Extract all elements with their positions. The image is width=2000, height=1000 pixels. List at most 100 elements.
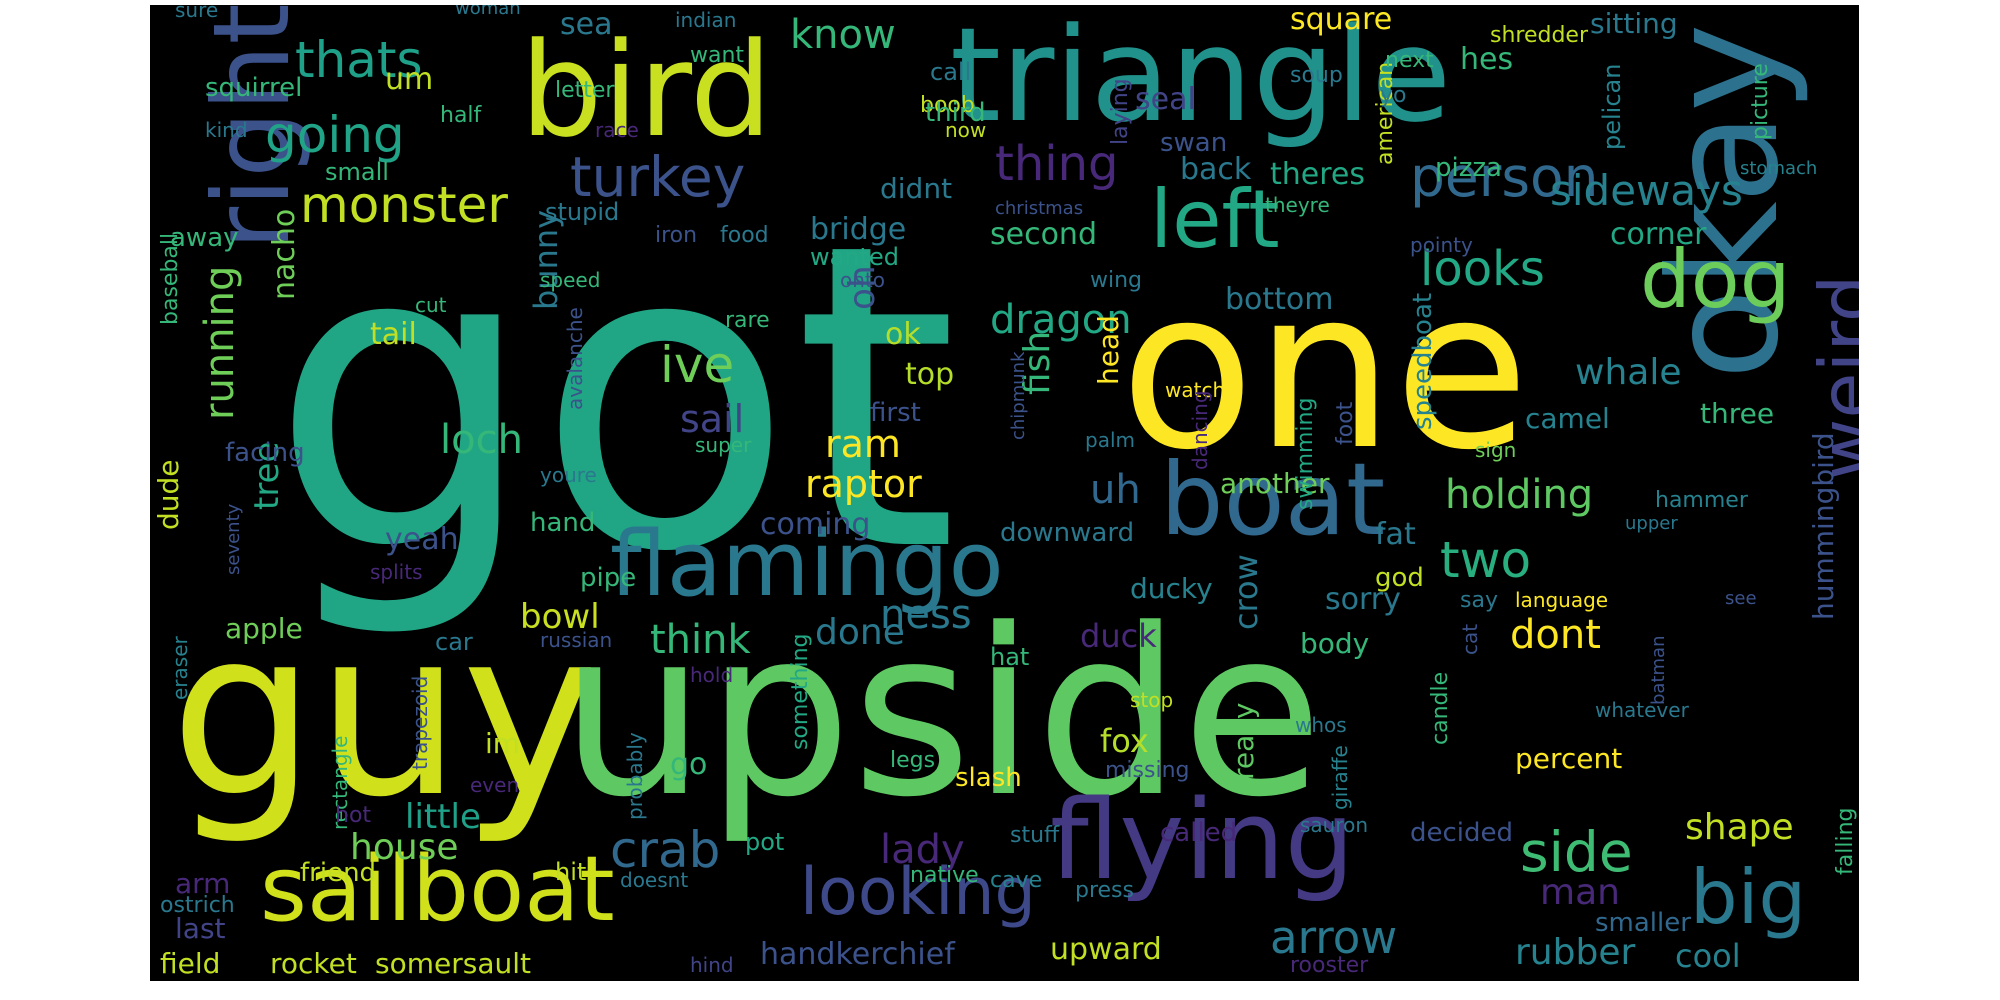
word-friend: friend <box>300 858 377 888</box>
word-hand: hand <box>530 508 596 538</box>
word-rubber: rubber <box>1515 932 1636 973</box>
word-soup: soup <box>1290 63 1343 88</box>
word-iron: iron <box>655 223 698 248</box>
word-missing: missing <box>1105 758 1190 783</box>
word-theres: theres <box>1270 157 1365 192</box>
word-pipe: pipe <box>580 563 637 593</box>
word-seal: seal <box>1135 82 1196 117</box>
word-sailboat: sailboat <box>260 837 615 942</box>
word-three: three <box>1700 397 1775 430</box>
word-say: say <box>1460 588 1498 613</box>
word-duck: duck <box>1080 617 1157 655</box>
word-turkey: turkey <box>570 145 746 209</box>
word-bowl: bowl <box>520 597 600 637</box>
word-ostrich: ostrich <box>160 893 235 918</box>
word-theyre: theyre <box>1265 193 1330 217</box>
word-apple: apple <box>225 612 303 645</box>
word-decided: decided <box>1410 818 1514 848</box>
word-dragon: dragon <box>990 297 1132 343</box>
word-dont: dont <box>1510 612 1601 658</box>
word-first: first <box>870 398 921 428</box>
word-hold: hold <box>690 663 734 687</box>
word-looking: looking <box>800 855 1036 930</box>
word-sideways: sideways <box>1550 166 1743 215</box>
word-going: going <box>265 106 405 164</box>
word-know: know <box>790 12 896 58</box>
word-flying: flying <box>1050 776 1355 904</box>
word-back: back <box>1180 152 1252 187</box>
word-letter: letter <box>555 78 615 103</box>
word-american: american <box>1373 61 1398 165</box>
word-half: half <box>440 103 482 128</box>
word-slash: slash <box>955 763 1022 793</box>
word-probably: probably <box>623 732 647 820</box>
word-car: car <box>435 628 473 656</box>
word-foot: foot <box>1333 401 1358 445</box>
word-squirrel: squirrel <box>205 73 303 103</box>
word-ducky: ducky <box>1130 572 1213 605</box>
word-done: done <box>815 612 905 653</box>
word-yo: yo <box>1380 83 1407 108</box>
word-wing: wing <box>1090 268 1143 293</box>
word-race: race <box>595 118 639 142</box>
word-bird: bird <box>520 14 773 166</box>
word-crow: crow <box>1227 554 1265 630</box>
word-monster: monster <box>300 176 508 234</box>
word-stupid: stupid <box>545 198 620 226</box>
word-square: square <box>1290 5 1393 37</box>
word-indian: indian <box>675 8 737 32</box>
word-shredder: shredder <box>1490 23 1589 48</box>
word-bridge: bridge <box>810 212 907 247</box>
word-upside: upside <box>560 581 1323 848</box>
word-boob: boob <box>920 93 975 118</box>
word-loch: loch <box>440 417 523 463</box>
word-didnt: didnt <box>880 172 953 205</box>
word-running: running <box>197 265 243 420</box>
word-upper: upper <box>1625 513 1678 534</box>
word-boat: boat <box>1160 441 1386 558</box>
word-picture: picture <box>1748 63 1773 140</box>
word-call: call <box>930 58 972 86</box>
word-ram: ram <box>825 422 901 466</box>
word-stuff: stuff <box>1010 823 1060 848</box>
word-coming: coming <box>760 507 871 542</box>
word-looks: looks <box>1420 241 1545 297</box>
word-press: press <box>1075 878 1134 903</box>
word-legs: legs <box>890 748 936 773</box>
word-dude: dude <box>152 459 185 530</box>
word-seventy: seventy <box>223 503 244 575</box>
word-body: body <box>1300 627 1370 660</box>
word-ness: ness <box>880 592 972 638</box>
word-head: head <box>1092 315 1125 385</box>
word-second: second <box>990 217 1097 252</box>
word-palm: palm <box>1085 428 1135 452</box>
word-guy: guy <box>170 581 598 848</box>
word-think: think <box>650 617 751 663</box>
word-next: next <box>1385 48 1434 73</box>
word-dancing: dancing <box>1188 390 1212 470</box>
word-stomach: stomach <box>1740 158 1818 179</box>
word-cave: cave <box>990 868 1043 893</box>
word-shape: shape <box>1685 807 1794 848</box>
word-sail: sail <box>680 397 745 441</box>
word-pointy: pointy <box>1410 233 1473 257</box>
word-trapezoid: trapezoid <box>408 675 432 770</box>
word-see: see <box>1725 588 1757 609</box>
word-stop: stop <box>1130 688 1174 712</box>
word-hot: hot <box>335 803 372 828</box>
word-another: another <box>1220 467 1330 500</box>
word-sure: sure <box>175 5 219 22</box>
word-small: small <box>325 158 389 186</box>
word-pot: pot <box>745 828 785 856</box>
word-sorry: sorry <box>1325 582 1401 617</box>
word-side: side <box>1520 820 1633 884</box>
word-rocket: rocket <box>270 947 357 980</box>
word-ok: ok <box>885 317 921 352</box>
word-im: im <box>485 727 521 760</box>
word-whatever: whatever <box>1595 698 1689 722</box>
word-hit: hit <box>555 858 587 886</box>
word-pizza: pizza <box>1435 153 1502 183</box>
word-really: really <box>1227 702 1260 780</box>
word-chipmunk: chipmunk <box>1008 351 1029 440</box>
word-arm: arm <box>175 867 231 900</box>
